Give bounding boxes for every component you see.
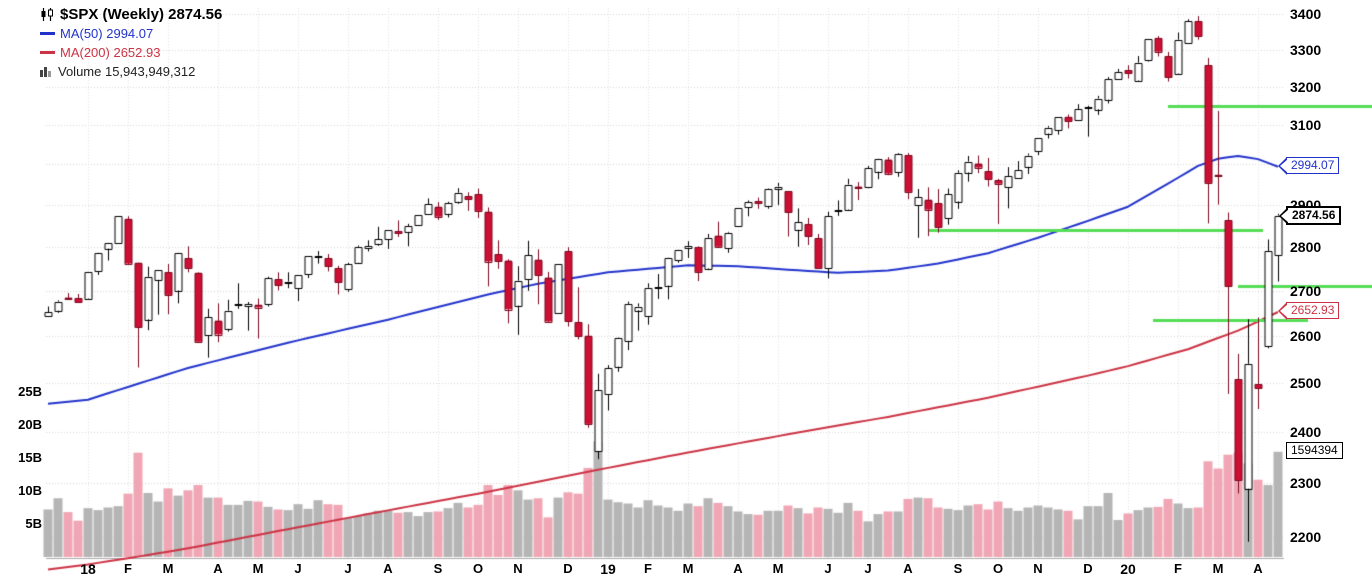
ma50-color-key [40,32,55,35]
price-tick-label: 2200 [1290,528,1322,545]
price-tick-label: 2700 [1290,282,1322,299]
month-label: M [1212,561,1224,576]
symbol-title: $SPX (Weekly) 2874.56 [60,6,223,23]
volume-label: Volume 15,943,949,312 [58,64,196,79]
volume-tick-label: 20B [18,417,42,432]
month-label: F [644,561,652,576]
month-label: S [953,561,963,576]
price-tick-label: 3400 [1290,6,1322,22]
price-tick-label: 3100 [1290,116,1322,133]
month-label: A [1253,561,1263,576]
price-tick-label: 3300 [1290,41,1322,58]
month-label: A [213,561,223,576]
ma50-tag-value: 2994.07 [1291,158,1335,173]
volume-tick-label: 5B [25,516,42,531]
month-label: S [433,561,443,576]
legend-volume-row: Volume 15,943,949,312 [40,62,222,81]
volume-bars-icon [40,66,53,77]
volume-tick-label: 15B [18,450,42,465]
month-label: J [824,561,832,576]
month-label: J [294,561,302,576]
month-label: J [864,561,872,576]
month-label: M [682,561,694,576]
volume-tick-label: 10B [18,483,42,498]
month-label: N [1033,561,1043,576]
legend-title-row: $SPX (Weekly) 2874.56 [40,5,222,24]
month-label: J [344,561,352,576]
legend-ma50-row: MA(50) 2994.07 [40,24,222,43]
month-label: O [472,561,484,576]
ma50-label: MA(50) 2994.07 [60,26,154,41]
chart-legend: $SPX (Weekly) 2874.56 MA(50) 2994.07 MA(… [40,5,222,81]
month-label: A [903,561,913,576]
price-tick-label: 2400 [1290,424,1322,441]
ma50-price-tag: 2994.07 [1286,157,1340,175]
month-label: F [124,561,132,576]
volume-axis: 25B 20B 15B 10B 5B [0,0,44,581]
price-tick-label: 2600 [1290,328,1322,345]
month-label: O [992,561,1004,576]
ma200-label: MA(200) 2652.93 [60,45,161,60]
month-label: N [513,561,523,576]
year-label: 18 [80,561,96,577]
year-label: 20 [1120,561,1136,577]
last-price-tag-value: 2874.56 [1292,208,1336,223]
volume-tick-label: 25B [18,384,42,399]
ma200-price-tag: 2652.93 [1286,302,1340,320]
ma200-color-key [40,51,55,54]
volume-tag: 1594394 [1286,442,1343,460]
month-label: M [772,561,784,576]
year-label: 19 [600,561,616,577]
month-label: A [733,561,743,576]
month-label: F [1174,561,1182,576]
candlestick-logo-icon [40,8,55,21]
month-label: M [252,561,264,576]
month-label: M [162,561,174,576]
price-tick-label: 2500 [1290,375,1322,392]
legend-ma200-row: MA(200) 2652.93 [40,43,222,62]
month-label: D [1083,561,1093,576]
last-price-tag: 2874.56 [1286,206,1342,226]
volume-tag-value: 1594394 [1291,443,1338,458]
month-label: D [563,561,573,576]
price-tick-label: 3200 [1290,78,1322,95]
price-tick-label: 2300 [1290,475,1322,492]
ma200-tag-value: 2652.93 [1291,303,1335,318]
price-tick-label: 2800 [1290,239,1322,256]
month-label: A [383,561,393,576]
